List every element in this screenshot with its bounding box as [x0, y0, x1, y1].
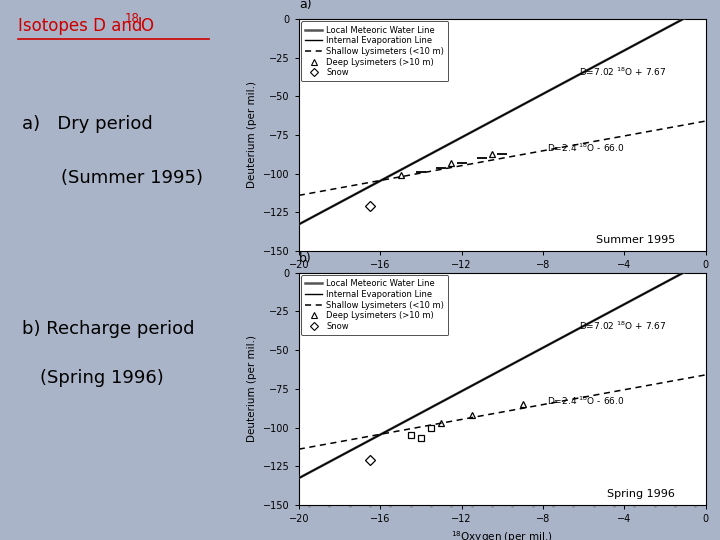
- X-axis label: $^{18}$Oxygen (per mil.): $^{18}$Oxygen (per mil.): [451, 530, 553, 540]
- X-axis label: $^{18}$Oxygen (per mil.): $^{18}$Oxygen (per mil.): [451, 276, 553, 292]
- Text: (Spring 1996): (Spring 1996): [40, 369, 163, 387]
- Text: b): b): [299, 252, 312, 265]
- Text: (Summer 1995): (Summer 1995): [61, 169, 203, 187]
- Text: Isotopes D and: Isotopes D and: [18, 17, 148, 35]
- Text: O: O: [140, 17, 153, 35]
- Text: D=2.4 $^{18}$O - 66.0: D=2.4 $^{18}$O - 66.0: [547, 141, 624, 153]
- Text: Summer 1995: Summer 1995: [596, 235, 675, 245]
- Text: a)   Dry period: a) Dry period: [22, 115, 153, 133]
- Y-axis label: Deuterium (per mil.): Deuterium (per mil.): [248, 82, 258, 188]
- Text: b) Recharge period: b) Recharge period: [22, 320, 194, 339]
- Text: Spring 1996: Spring 1996: [607, 489, 675, 499]
- Text: D=7.02 $^{18}$O + 7.67: D=7.02 $^{18}$O + 7.67: [580, 65, 667, 78]
- Legend: Local Meteoric Water Line, Internal Evaporation Line, Shallow Lysimeters (<10 m): Local Meteoric Water Line, Internal Evap…: [301, 22, 449, 82]
- Legend: Local Meteoric Water Line, Internal Evaporation Line, Shallow Lysimeters (<10 m): Local Meteoric Water Line, Internal Evap…: [301, 275, 449, 335]
- Text: D=7.02 $^{18}$O + 7.67: D=7.02 $^{18}$O + 7.67: [580, 319, 667, 332]
- Y-axis label: Deuterium (per mil.): Deuterium (per mil.): [248, 335, 258, 442]
- Text: D=2.4 $^{18}$O - 66.0: D=2.4 $^{18}$O - 66.0: [547, 395, 624, 407]
- Text: a): a): [299, 0, 312, 11]
- Text: 18: 18: [125, 12, 140, 25]
